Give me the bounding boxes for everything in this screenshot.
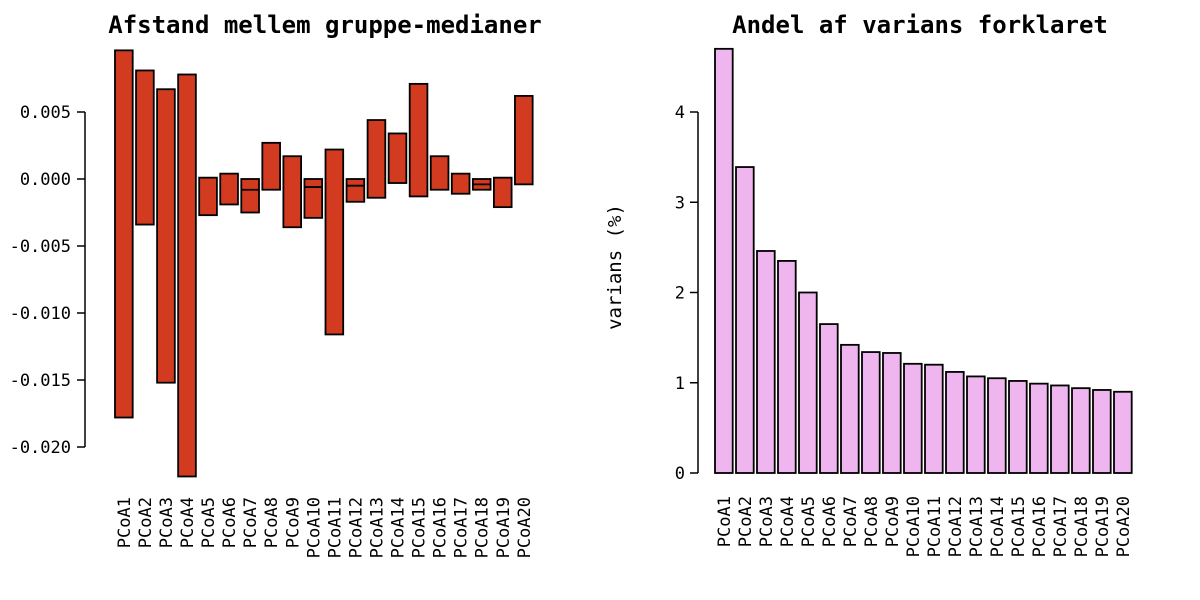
- bar-pcoa10: [903, 362, 923, 474]
- bar-pcoa7: [840, 343, 860, 474]
- y-tick-label: 3: [675, 193, 685, 213]
- x-tick-label-pcoa9: PCoA9: [283, 497, 303, 548]
- left-chart: Afstand mellem gruppe-medianer 0.005 0.00…: [10, 11, 542, 558]
- bar-pcoa4: [177, 73, 197, 478]
- bar-pcoa17: [1050, 384, 1070, 474]
- x-tick-label-pcoa10: PCoA10: [904, 496, 924, 557]
- y-tick-label: 4: [675, 103, 685, 123]
- x-tick-label-pcoa18: PCoA18: [473, 497, 493, 558]
- x-tick-label-pcoa7: PCoA7: [841, 496, 861, 547]
- x-tick-label-pcoa14: PCoA14: [389, 497, 409, 558]
- bar-pcoa2: [135, 69, 155, 226]
- bar-pcoa4: [777, 260, 797, 474]
- left-chart-title: Afstand mellem gruppe-medianer: [108, 11, 541, 39]
- bar-pcoa13: [966, 375, 986, 474]
- x-tick-label-pcoa12: PCoA12: [346, 497, 366, 558]
- x-tick-label-pcoa1: PCoA1: [715, 496, 735, 547]
- bar-pcoa5: [198, 176, 218, 217]
- x-tick-label-pcoa14: PCoA14: [988, 496, 1008, 557]
- bar-pcoa12: [945, 371, 965, 474]
- y-tick-label: -0.010: [10, 304, 71, 324]
- x-tick-label-pcoa3: PCoA3: [157, 497, 177, 548]
- bar-pcoa12: [345, 178, 366, 203]
- bar-pcoa13: [366, 119, 387, 199]
- bar-pcoa5: [798, 291, 818, 474]
- bar-pcoa16: [1029, 382, 1049, 474]
- y-tick-label: 2: [675, 284, 685, 304]
- x-tick-label-pcoa18: PCoA18: [1072, 496, 1092, 557]
- bar-pcoa11: [324, 148, 345, 336]
- x-tick-label-pcoa2: PCoA2: [136, 497, 156, 548]
- x-tick-label-pcoa5: PCoA5: [199, 497, 219, 548]
- bar-pcoa15: [1008, 380, 1028, 474]
- y-tick-label: 0: [675, 464, 685, 484]
- x-tick-label-pcoa4: PCoA4: [178, 497, 198, 548]
- y-tick-label: -0.005: [10, 237, 71, 257]
- bar-pcoa6: [819, 323, 839, 474]
- x-tick-label-pcoa17: PCoA17: [452, 497, 472, 558]
- x-tick-label-pcoa5: PCoA5: [799, 496, 819, 547]
- bar-pcoa20: [514, 95, 534, 186]
- x-tick-label-pcoa19: PCoA19: [494, 497, 514, 558]
- x-tick-label-pcoa2: PCoA2: [736, 496, 756, 547]
- x-tick-label-pcoa4: PCoA4: [778, 496, 798, 547]
- bar-pcoa8: [261, 141, 281, 191]
- x-tick-label-pcoa10: PCoA10: [304, 497, 324, 558]
- bar-pcoa20: [1113, 390, 1133, 474]
- bar-pcoa9: [882, 352, 902, 474]
- bar-pcoa10: [303, 178, 324, 219]
- x-tick-label-pcoa8: PCoA8: [262, 497, 282, 548]
- bar-pcoa19: [492, 176, 513, 209]
- bar-pcoa3: [156, 88, 176, 384]
- x-tick-label-pcoa16: PCoA16: [431, 497, 451, 558]
- right-chart-title: Andel af varians forklaret: [732, 11, 1108, 39]
- bar-pcoa17: [450, 172, 471, 195]
- y-tick-label: 0.005: [20, 103, 71, 123]
- right-y-axis-label: varians (%): [604, 204, 626, 330]
- x-tick-label-pcoa6: PCoA6: [220, 497, 240, 548]
- bar-pcoa1: [114, 49, 134, 419]
- bar-pcoa1: [714, 47, 734, 474]
- x-tick-label-pcoa16: PCoA16: [1030, 496, 1050, 557]
- bar-pcoa18: [1071, 387, 1091, 474]
- bar-pcoa7: [240, 178, 260, 214]
- x-tick-label-pcoa20: PCoA20: [515, 497, 535, 558]
- x-tick-label-pcoa19: PCoA19: [1093, 496, 1113, 557]
- bar-pcoa15: [408, 82, 429, 198]
- x-tick-label-pcoa13: PCoA13: [367, 497, 387, 558]
- bar-pcoa11: [924, 363, 944, 474]
- x-tick-label-pcoa6: PCoA6: [820, 496, 840, 547]
- y-tick-label: 0.000: [20, 170, 71, 190]
- bar-pcoa2: [735, 166, 755, 474]
- right-chart-plot: 0 1 2 3 4 PCoA1 PCoA2 PCoA3 PCoA4 PCoA5 PCoA6 PCoA7…: [675, 47, 1134, 557]
- bar-pcoa6: [219, 172, 239, 206]
- y-tick-label: -0.020: [10, 438, 71, 458]
- x-tick-label-pcoa3: PCoA3: [757, 496, 777, 547]
- bar-pcoa14: [387, 132, 408, 184]
- bar-pcoa19: [1092, 389, 1112, 474]
- x-tick-label-pcoa13: PCoA13: [967, 496, 987, 557]
- right-chart: Andel af varians forklaret varians (%) 0…: [604, 11, 1134, 557]
- x-tick-label-pcoa9: PCoA9: [883, 496, 903, 547]
- bar-pcoa14: [987, 377, 1007, 474]
- x-tick-label-pcoa1: PCoA1: [115, 497, 135, 548]
- bar-pcoa9: [282, 155, 302, 229]
- y-tick-label: 1: [675, 374, 685, 394]
- x-tick-label-pcoa8: PCoA8: [862, 496, 882, 547]
- y-tick-label: -0.015: [10, 371, 71, 391]
- x-tick-label-pcoa7: PCoA7: [241, 497, 261, 548]
- x-tick-label-pcoa15: PCoA15: [1009, 496, 1029, 557]
- bar-pcoa8: [861, 351, 881, 474]
- bar-pcoa16: [429, 155, 450, 191]
- x-tick-label-pcoa15: PCoA15: [410, 497, 430, 558]
- bar-pcoa3: [756, 250, 776, 474]
- x-tick-label-pcoa20: PCoA20: [1114, 496, 1134, 557]
- x-tick-label-pcoa12: PCoA12: [946, 496, 966, 557]
- x-tick-label-pcoa17: PCoA17: [1051, 496, 1071, 557]
- x-tick-label-pcoa11: PCoA11: [925, 496, 945, 557]
- x-tick-label-pcoa11: PCoA11: [325, 497, 345, 558]
